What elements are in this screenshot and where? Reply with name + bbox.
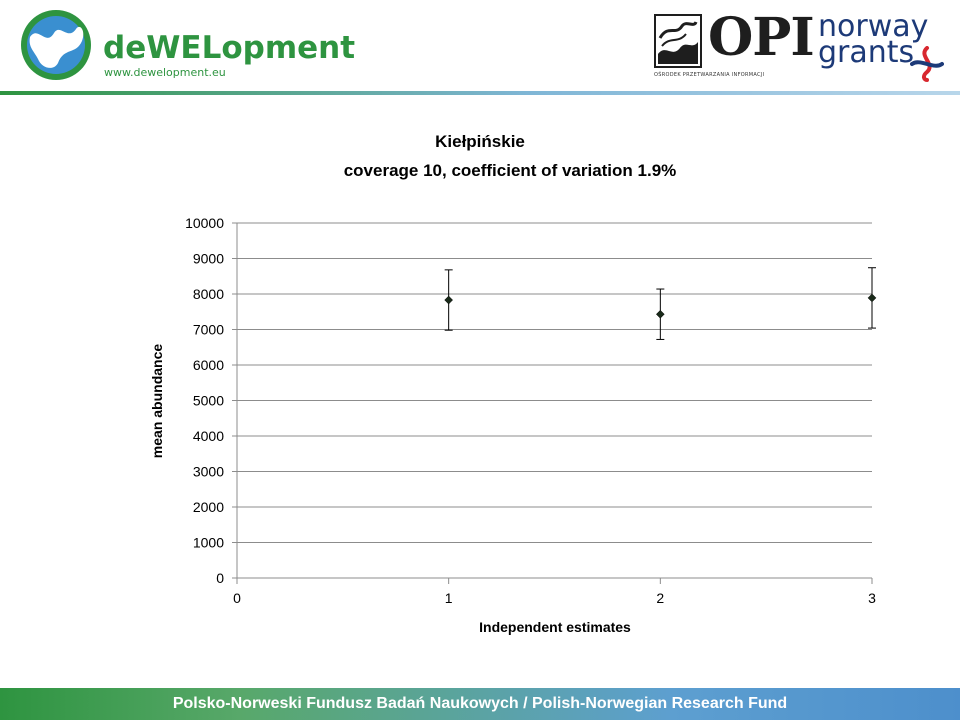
page-footer: Polsko-Norweski Fundusz Badań Naukowych … (0, 688, 960, 720)
x-tick-label: 1 (445, 590, 453, 606)
dewelopment-logo-icon (21, 10, 91, 80)
y-tick-label: 0 (216, 570, 224, 586)
gridlines (237, 222, 872, 543)
brand-url: www.dewelopment.eu (104, 66, 226, 79)
y-tick-label: 1000 (193, 535, 224, 551)
norway-grants-line2: grants (818, 35, 915, 70)
opi-text: OPI (708, 7, 815, 68)
data-point (867, 293, 877, 303)
y-tick-label: 2000 (193, 499, 224, 515)
opi-emblem-icon (654, 14, 702, 68)
chart-container: Kiełpińskie coverage 10, coefficient of … (0, 95, 960, 688)
norway-grants-line1: norway (818, 9, 929, 44)
x-axis-label: Independent estimates (479, 619, 631, 635)
y-tick-label: 5000 (193, 393, 224, 409)
x-tick-label: 3 (868, 590, 876, 606)
y-tick-label: 9000 (193, 251, 224, 267)
chart-subtitle: coverage 10, coefficient of variation 1.… (344, 161, 677, 180)
data-point (444, 295, 454, 305)
chart-title: Kiełpińskie (435, 132, 525, 151)
page-header: deWELopment www.dewelopment.eu OPI OŚROD… (0, 0, 960, 95)
abundance-chart: Kiełpińskie coverage 10, coefficient of … (149, 132, 877, 635)
y-tick-label: 10000 (185, 215, 224, 231)
y-tick-label: 7000 (193, 322, 224, 338)
y-tick-label: 6000 (193, 357, 224, 373)
norway-grants-logo: norway grants (818, 9, 938, 70)
x-tick-label: 0 (233, 590, 241, 606)
y-tick-label: 3000 (193, 464, 224, 480)
y-tick-label: 4000 (193, 428, 224, 444)
axes (232, 222, 873, 584)
opi-logo: OPI OŚRODEK PRZETWARZANIA INFORMACJI (654, 7, 815, 82)
data-series (444, 267, 877, 340)
brand-name: deWELopment (103, 30, 356, 66)
footer-text: Polsko-Norweski Fundusz Badań Naukowych … (172, 695, 788, 712)
x-tick-label: 2 (656, 590, 664, 606)
norway-grants-swirl-icon (910, 46, 944, 82)
y-tick-label: 8000 (193, 286, 224, 302)
tick-labels: 0 1000 2000 3000 4000 5000 6000 7000 8000 9000 100… (185, 215, 876, 606)
header-divider (0, 91, 960, 95)
opi-subtext: OŚRODEK PRZETWARZANIA INFORMACJI (654, 72, 765, 78)
y-axis-label: mean abundance (149, 344, 165, 459)
data-point (655, 309, 665, 319)
